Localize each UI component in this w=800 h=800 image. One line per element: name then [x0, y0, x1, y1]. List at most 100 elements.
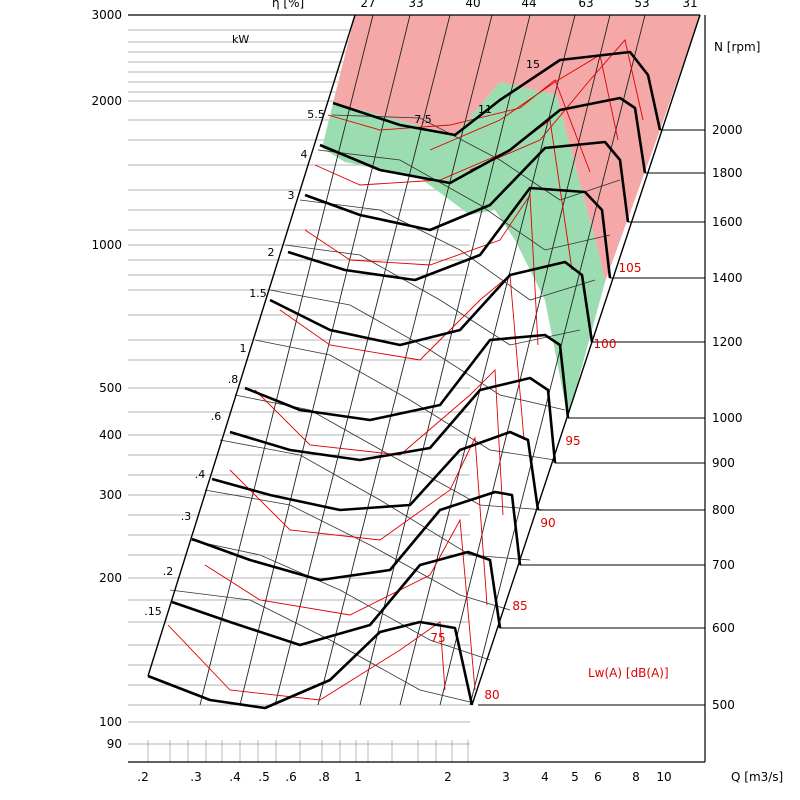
power-curve-8: [299, 199, 596, 301]
y-tick-label: 200: [99, 571, 122, 585]
y-tick-label: 400: [99, 428, 122, 442]
power-curve-7: [284, 244, 581, 346]
sound-label: 100: [594, 337, 617, 351]
x-tick-label: 5: [571, 770, 579, 784]
power-label: 7.5: [414, 113, 432, 126]
high-speed-zone: [333, 15, 700, 282]
power-label: .6: [211, 410, 222, 423]
speed-label: 700: [712, 558, 735, 572]
power-label: .3: [181, 510, 192, 523]
power-label: 1.5: [249, 287, 267, 300]
power-label: 5.5: [307, 108, 325, 121]
efficiency-axis-label: η [%]: [272, 0, 304, 10]
sound-curve-5: [304, 193, 539, 346]
speed-curve-6: [269, 260, 594, 347]
x-tick-label: 10: [656, 770, 671, 784]
y-tick-label: 300: [99, 488, 122, 502]
sound-curve-8: [429, 54, 619, 151]
speed-leader-lines: [478, 129, 705, 706]
sound-label: 80: [484, 688, 499, 702]
x-tick-label: 2: [444, 770, 452, 784]
efficiency-label: 40: [465, 0, 480, 10]
efficiency-label: 63: [578, 0, 593, 10]
power-curve-3: [219, 439, 531, 561]
x-axis-label: Q [m3/s]: [731, 770, 783, 784]
sound-curve-4: [279, 274, 525, 441]
power-curve-0: [169, 589, 471, 703]
efficiency-label: 44: [521, 0, 536, 10]
speed-curve-4: [229, 376, 557, 464]
speed-label: 1000: [712, 411, 743, 425]
sound-label: 75: [430, 631, 445, 645]
speed-label: 1400: [712, 271, 743, 285]
speed-label: 1800: [712, 166, 743, 180]
sound-labels: 75 80 85 90 95 100 105: [430, 261, 641, 702]
speed-label: 1600: [712, 215, 743, 229]
power-label: 2: [268, 246, 275, 259]
x-tick-label: .5: [258, 770, 269, 784]
power-label: 3: [288, 189, 295, 202]
x-tick-label: 4: [541, 770, 549, 784]
speed-curves: [147, 50, 662, 710]
efficiency-label: 27: [360, 0, 375, 10]
x-tick-label: .6: [285, 770, 296, 784]
power-label: .15: [144, 605, 162, 618]
efficiency-line-5: [399, 14, 576, 706]
sound-curve-6: [314, 119, 573, 271]
x-tick-label: .3: [190, 770, 201, 784]
sound-label: 85: [512, 599, 527, 613]
y-tick-label: 100: [99, 715, 122, 729]
speed-curve-8: [304, 140, 630, 232]
x-tick-label: .8: [318, 770, 329, 784]
speed-curve-3: [211, 430, 540, 512]
x-tick-label: 1: [354, 770, 362, 784]
x-tick-labels: .2 .3 .4 .5 .6 .8 1 2 3 4 5 6 8 10: [137, 770, 671, 784]
sound-curve-9: [469, 39, 644, 171]
x-tick-label: .2: [137, 770, 148, 784]
sound-curve-1: [204, 518, 476, 691]
power-label: .8: [228, 373, 239, 386]
sound-label: 95: [565, 434, 580, 448]
x-tick-label: 8: [632, 770, 640, 784]
speed-axis-label: N [rpm]: [714, 40, 760, 54]
speed-curve-10: [332, 50, 662, 137]
speed-curve-1: [171, 550, 502, 647]
speed-label: 600: [712, 621, 735, 635]
speed-curve-0: [147, 620, 474, 710]
speed-label: 900: [712, 456, 735, 470]
power-curve-2: [204, 489, 511, 611]
left-envelope-line: [147, 14, 356, 677]
shaded-zones: [322, 15, 700, 418]
efficiency-labels: 27 33 40 44 63 53 31: [360, 0, 697, 10]
y-tick-label: 90: [107, 737, 122, 751]
sound-label: 105: [619, 261, 642, 275]
sound-curves: [167, 39, 644, 701]
speed-label: 1200: [712, 335, 743, 349]
y-tick-label: 3000: [91, 8, 122, 22]
power-label: .2: [163, 565, 174, 578]
speed-curve-7: [287, 186, 612, 282]
power-curve-10: [331, 114, 621, 201]
speed-labels: 500 600 700 800 900 1000 1200 1400 1600 1800 2000: [712, 123, 743, 712]
efficiency-label: 33: [408, 0, 423, 10]
speed-curve-2: [191, 490, 522, 582]
efficiency-line-6: [439, 14, 611, 706]
power-unit-label: kW: [232, 33, 249, 46]
power-curve-9: [317, 149, 611, 251]
y-tick-labels: 90 100 200 300 400 500 1000 2000 3000: [91, 8, 122, 751]
power-curve-5: [254, 339, 556, 461]
sound-curve-7: [327, 79, 591, 173]
speed-label: 2000: [712, 123, 743, 137]
power-label: 11: [478, 103, 492, 116]
x-tick-label: 3: [502, 770, 510, 784]
power-curve-1: [189, 539, 491, 661]
x-tick-label: 6: [594, 770, 602, 784]
speed-curve-9: [319, 96, 647, 185]
efficiency-label: 31: [682, 0, 697, 10]
sound-curve-0: [167, 621, 446, 701]
efficiency-label: 53: [634, 0, 649, 10]
speed-curve-5: [244, 333, 570, 422]
sound-label: 90: [540, 516, 555, 530]
speed-label: 500: [712, 698, 735, 712]
sound-curve-3: [254, 368, 504, 516]
